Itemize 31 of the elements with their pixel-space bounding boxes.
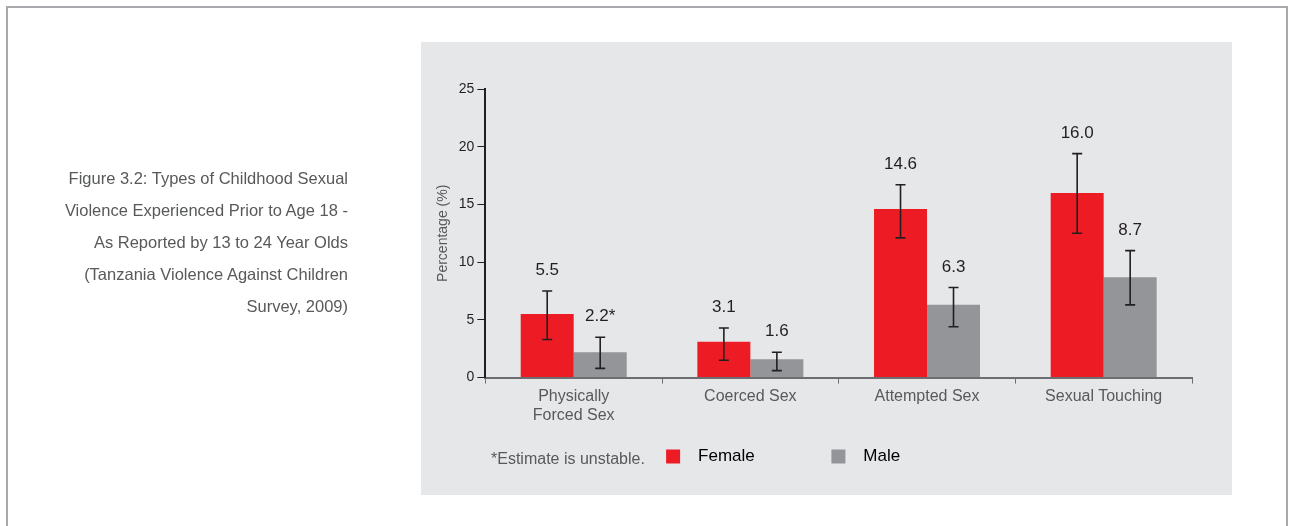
- bar: [1103, 277, 1157, 378]
- data-label: 3.1: [712, 297, 736, 317]
- x-tick-label: Physically Forced Sex: [532, 386, 615, 423]
- y-tick-label: 20: [458, 137, 475, 154]
- text: Figure 3.2: Types of Childhood Sexual Violence Experienced Prior to Age 18 - As Reported by 13 to 24 Year Olds (Tanzania Violence Against Children Survey, 2009): [63, 168, 348, 317]
- bar: [520, 314, 574, 378]
- legend-label: Female: [688, 446, 812, 466]
- y-tick-label: 5: [466, 310, 475, 327]
- text: *Estimate is unstable.: [491, 450, 645, 468]
- data-label: 1.6: [765, 321, 789, 341]
- legend-label: Male: [853, 446, 957, 466]
- bar: [750, 359, 804, 378]
- y-tick-label: 10: [458, 253, 475, 270]
- bar: [573, 352, 627, 378]
- bar: [927, 304, 981, 378]
- data-label: 6.3: [941, 256, 966, 276]
- bar: [1050, 192, 1104, 378]
- data-label: 14.6: [883, 154, 918, 173]
- data-label: 8.7: [1118, 219, 1142, 239]
- data-label: 2.2*: [585, 306, 616, 326]
- y-axis-title: Percentage (%): [434, 184, 451, 282]
- x-tick-label: Sexual Touching: [1045, 386, 1163, 404]
- data-label: 5.5: [535, 260, 560, 280]
- x-tick-label: Coerced Sex: [704, 386, 797, 404]
- bar: [697, 341, 751, 378]
- y-tick-label: 15: [458, 195, 475, 212]
- y-tick-label: 25: [458, 79, 475, 96]
- x-tick-label: Attempted Sex: [874, 386, 980, 404]
- y-tick-label: 0: [466, 368, 475, 385]
- data-label: 16.0: [1060, 122, 1094, 142]
- bar: [874, 209, 928, 378]
